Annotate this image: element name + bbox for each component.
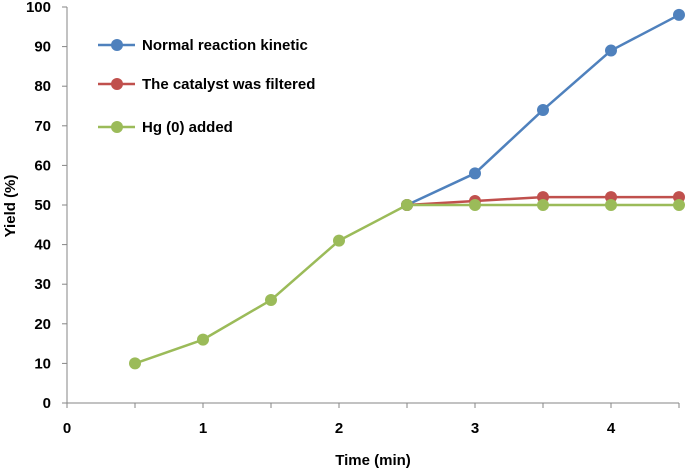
x-axis-label: Time (min) <box>335 452 411 468</box>
legend-label: The catalyst was filtered <box>142 76 315 93</box>
legend: Normal reaction kinetic The catalyst was … <box>98 37 315 136</box>
y-tick-label: 0 <box>43 395 51 412</box>
data-point <box>265 294 277 307</box>
data-point <box>537 199 549 211</box>
data-point <box>469 167 481 180</box>
y-tick-label: 100 <box>26 0 51 16</box>
y-tick-label: 80 <box>34 78 51 95</box>
data-point <box>537 103 549 116</box>
y-tick-label: 50 <box>34 197 51 214</box>
y-tick-label: 30 <box>34 276 51 293</box>
data-point <box>333 234 345 247</box>
legend-marker <box>111 78 123 90</box>
data-point <box>605 199 617 211</box>
legend-label: Hg (0) added <box>142 119 233 136</box>
data-point <box>129 357 141 370</box>
y-axis: 0 10 20 30 40 50 60 70 80 90 100 <box>26 0 68 412</box>
x-tick-label: 2 <box>335 420 343 437</box>
x-tick-label: 1 <box>199 420 207 437</box>
legend-item: Normal reaction kinetic <box>98 37 308 54</box>
series-layer <box>129 8 685 370</box>
data-point <box>197 333 209 346</box>
series-2 <box>129 199 685 370</box>
x-tick-label: 0 <box>63 420 71 437</box>
x-tick-group: 0 1 2 3 4 <box>63 403 680 437</box>
y-axis-label: Yield (%) <box>2 175 19 238</box>
legend-item: The catalyst was filtered <box>98 76 315 93</box>
data-point <box>605 44 617 57</box>
x-axis: 0 1 2 3 4 <box>63 402 680 437</box>
legend-label: Normal reaction kinetic <box>142 37 308 54</box>
x-tick-label: 3 <box>471 420 479 437</box>
y-tick-label: 20 <box>34 316 51 333</box>
legend-marker <box>111 121 123 133</box>
data-point <box>673 8 685 21</box>
y-tick-label: 60 <box>34 157 51 174</box>
y-tick-label: 40 <box>34 237 51 254</box>
y-tick-label: 90 <box>34 39 51 56</box>
x-tick-label: 4 <box>607 420 616 437</box>
data-point <box>401 199 413 211</box>
y-tick-label: 10 <box>34 355 51 372</box>
series-0 <box>401 8 685 211</box>
series-line <box>134 203 679 365</box>
data-point <box>469 199 481 211</box>
legend-marker <box>111 39 123 51</box>
data-point <box>673 199 685 211</box>
legend-item: Hg (0) added <box>98 119 233 136</box>
y-tick-label: 70 <box>34 118 51 135</box>
y-tick-group: 0 10 20 30 40 50 60 70 80 90 100 <box>26 0 67 412</box>
